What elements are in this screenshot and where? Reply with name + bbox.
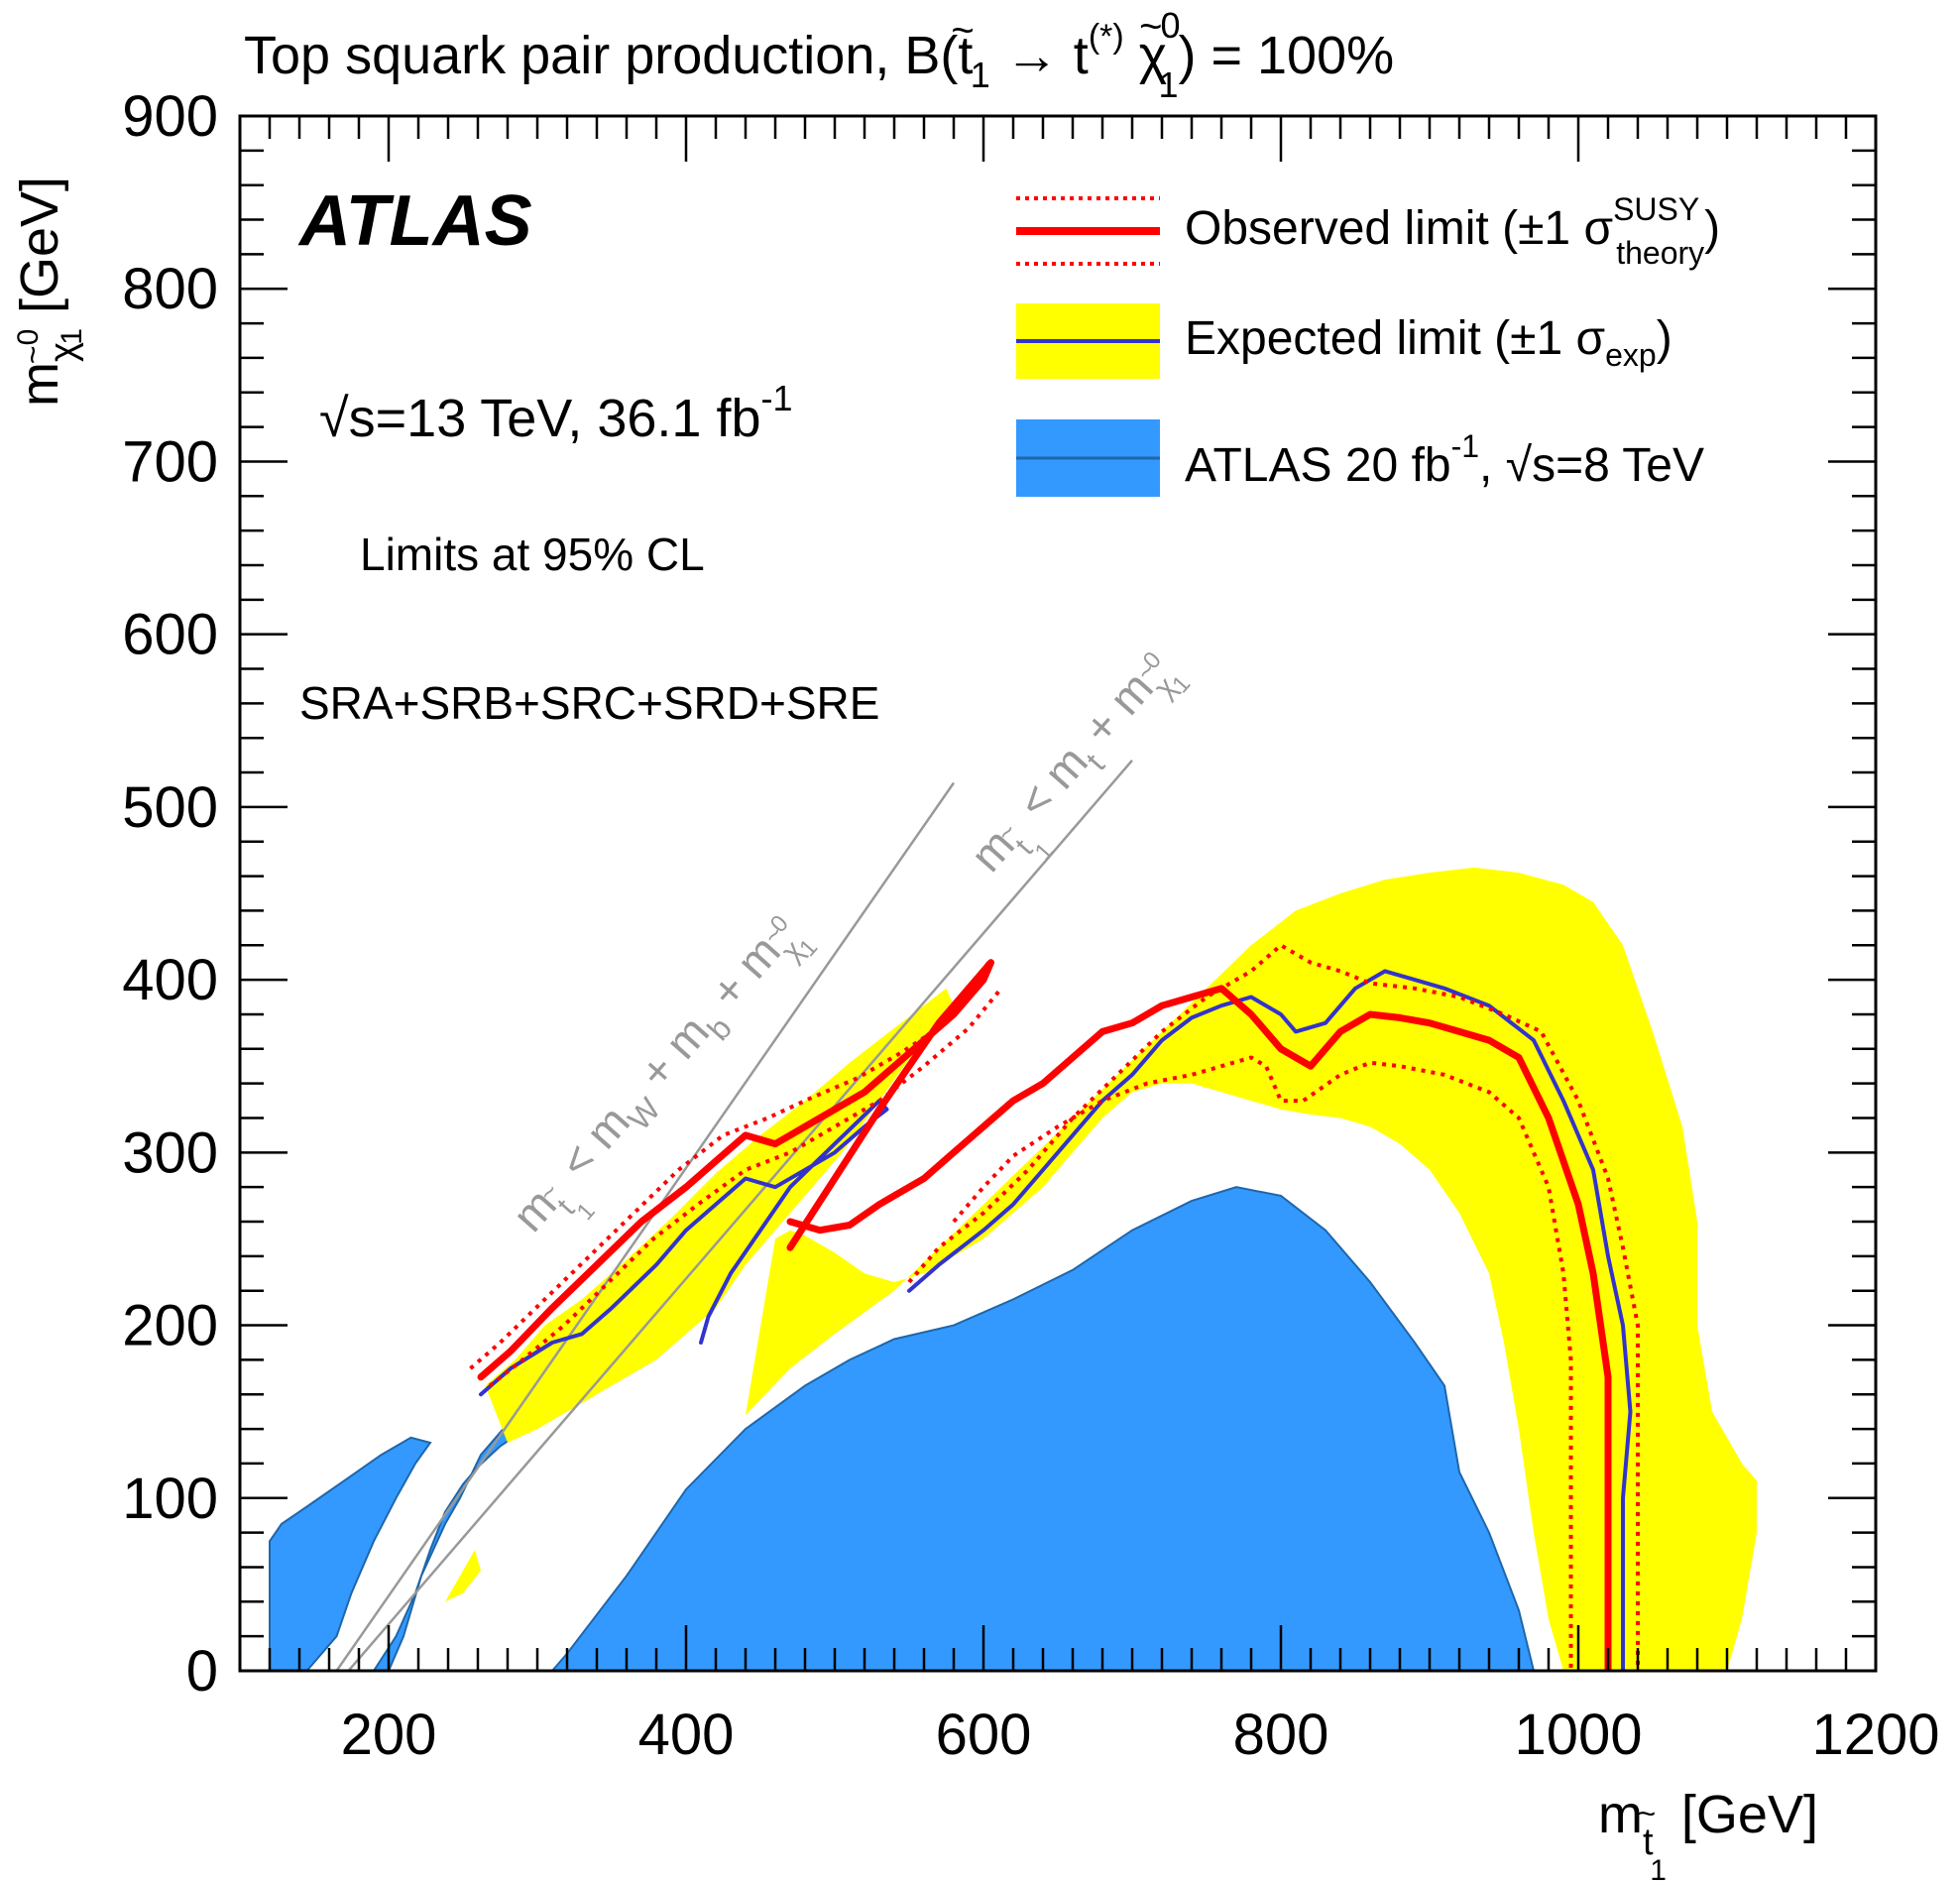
observed_band-curve-2 <box>469 958 993 1370</box>
y-tick-label: 0 <box>186 1639 218 1704</box>
observed-limit-layer <box>477 959 1612 1671</box>
y-tick-label: 800 <box>122 257 218 321</box>
observed_band-curve-0 <box>907 943 1640 1671</box>
observed_band-curve-1 <box>952 1055 1573 1671</box>
expected-curve-0 <box>907 969 1633 1671</box>
expected-curve-1 <box>479 1099 889 1397</box>
y-tick-label: 300 <box>122 1120 218 1185</box>
previous-limit-layer <box>269 1186 1536 1671</box>
cl-label: Limits at 95% CL <box>360 529 705 580</box>
y-tick-label: 900 <box>122 84 218 149</box>
legend-expected-swatch <box>1016 303 1160 379</box>
observed-curve-0 <box>786 985 1612 1671</box>
y-tick-label: 400 <box>122 948 218 1012</box>
y-tick-label: 100 <box>122 1467 218 1531</box>
plot-frame <box>238 114 1878 1673</box>
observed-curve-1 <box>477 959 994 1381</box>
x-tick-label: 1000 <box>1514 1703 1642 1767</box>
top-threshold-label: mt~1 < mt + mχ~01 <box>961 642 1203 900</box>
legend-previous-swatch <box>1016 419 1160 497</box>
kinematic-lines-layer <box>335 760 1133 1671</box>
x-tick-label: 400 <box>638 1703 735 1767</box>
kinematic-line-1 <box>347 760 1133 1671</box>
y-tick-labels: 0 100 200 300 400 500 600 700 800 900 <box>122 84 218 1704</box>
y-tick-label: 500 <box>122 775 218 840</box>
expected_band-region-2 <box>445 1550 481 1602</box>
previous-region-0 <box>404 1186 1536 1671</box>
x-tick-label: 800 <box>1233 1703 1329 1767</box>
x-tick-label: 1200 <box>1811 1703 1939 1767</box>
legend: Observed limit (±1 σSUSY theory) Expected… <box>1016 191 1720 497</box>
x-tick-label: 600 <box>936 1703 1032 1767</box>
axis-ticks <box>238 114 1878 1673</box>
y-tick-label: 200 <box>122 1294 218 1358</box>
x-axis-label: mt~ 1 [GeV] <box>1598 1785 1818 1883</box>
legend-observed-swatch <box>1016 196 1160 266</box>
previous-region-1 <box>269 1436 432 1671</box>
atlas-label: ATLAS <box>297 181 532 261</box>
signal-regions-label: SRA+SRB+SRC+SRD+SRE <box>299 677 879 729</box>
y-tick-label: 700 <box>122 429 218 494</box>
legend-expected-label: Expected limit (±1 σexp) <box>1185 312 1672 373</box>
observed-band-layer <box>469 943 1640 1671</box>
chart-title: Top squark pair production, B(t~ 1 → t(*)… <box>244 5 1394 105</box>
x-tick-label: 200 <box>341 1703 437 1767</box>
legend-previous-label: ATLAS 20 fb-1, √s=8 TeV <box>1185 428 1704 492</box>
kinematic-line-0 <box>335 781 956 1671</box>
legend-observed-label: Observed limit (±1 σSUSY theory) <box>1185 191 1720 271</box>
expected-limit-layer <box>479 969 1633 1671</box>
expected_band-region-0 <box>746 867 1757 1671</box>
energy-label: √s=13 TeV, 36.1 fb-1 <box>319 378 793 448</box>
x-tick-labels: 200 400 600 800 1000 1200 <box>341 1703 1940 1767</box>
y-tick-label: 600 <box>122 603 218 667</box>
y-axis-label: mχ~0 1 [GeV] <box>10 177 88 407</box>
